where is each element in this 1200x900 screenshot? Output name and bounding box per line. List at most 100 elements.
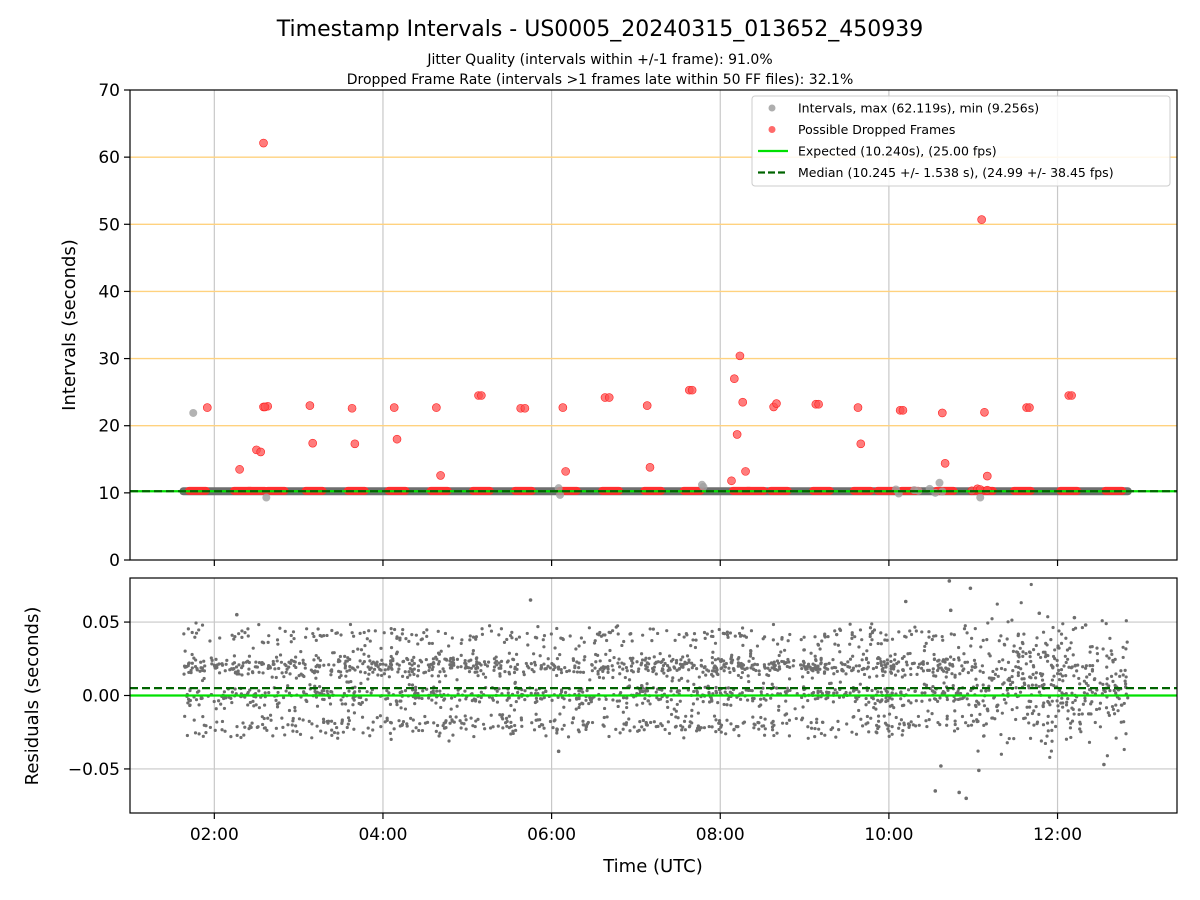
- residual-point: [1001, 658, 1005, 662]
- residual-point: [1051, 625, 1055, 630]
- residual-point: [326, 719, 331, 723]
- residual-point: [424, 657, 428, 662]
- residual-point: [624, 665, 629, 670]
- residual-point: [737, 631, 742, 636]
- residual-point: [210, 662, 214, 666]
- residual-point: [637, 667, 641, 671]
- residual-point: [1114, 736, 1118, 740]
- residual-point: [511, 731, 515, 736]
- residual-point: [652, 655, 656, 659]
- residual-point: [752, 726, 756, 730]
- dropped-frame-point-3: [235, 465, 244, 474]
- residual-point: [479, 669, 483, 673]
- residual-point: [438, 689, 442, 693]
- residual-point: [1060, 691, 1064, 695]
- residual-point: [1059, 667, 1064, 672]
- residual-point: [553, 646, 557, 650]
- residual-outlier-2: [556, 749, 561, 754]
- residual-point: [533, 691, 538, 696]
- residual-point: [312, 658, 316, 662]
- residual-point: [367, 672, 371, 676]
- residual-point: [1038, 672, 1043, 676]
- residual-point: [810, 691, 814, 696]
- residual-point: [262, 641, 266, 645]
- residual-point: [714, 685, 718, 690]
- residual-point: [315, 704, 320, 708]
- residual-point: [836, 643, 840, 647]
- residual-point: [1029, 659, 1033, 664]
- residual-point: [726, 697, 730, 701]
- residual-point: [1106, 711, 1110, 715]
- residual-point: [814, 658, 818, 662]
- residual-point: [1093, 677, 1097, 681]
- residual-point: [883, 670, 887, 674]
- residual-point: [414, 633, 418, 637]
- residual-point: [247, 667, 251, 671]
- residual-point: [1116, 709, 1120, 713]
- residual-point: [512, 708, 517, 712]
- residual-point: [365, 637, 369, 641]
- residual-point: [640, 661, 644, 665]
- residual-point: [1088, 664, 1092, 668]
- residual-point: [867, 675, 872, 679]
- residual-point: [850, 631, 854, 635]
- residual-point: [1114, 703, 1118, 707]
- residual-point: [1040, 678, 1045, 682]
- residual-point: [560, 727, 564, 731]
- residual-point: [1077, 708, 1081, 712]
- residual-point: [378, 714, 383, 718]
- residual-point: [620, 661, 624, 665]
- residual-point: [711, 634, 715, 639]
- residual-point: [304, 698, 308, 702]
- residual-point: [668, 668, 672, 672]
- residual-point: [631, 661, 635, 665]
- residual-point: [416, 664, 421, 668]
- residual-point: [340, 702, 344, 706]
- residual-point: [202, 669, 207, 673]
- residual-point: [916, 714, 921, 719]
- residual-point: [896, 660, 901, 664]
- residual-point: [495, 689, 499, 693]
- residual-point: [978, 712, 982, 716]
- residual-point: [890, 637, 895, 641]
- residual-point: [887, 734, 891, 738]
- residual-point: [432, 721, 436, 725]
- residual-point: [407, 670, 411, 674]
- dropped-frame-point-21: [561, 467, 570, 476]
- residual-point: [611, 668, 615, 672]
- residual-point: [676, 716, 680, 720]
- residual-point: [358, 659, 362, 663]
- residual-outlier-4: [933, 789, 938, 793]
- residual-point: [681, 655, 685, 659]
- residual-point: [1101, 647, 1105, 651]
- residual-point: [562, 697, 566, 701]
- residual-point: [542, 634, 547, 638]
- residual-point: [892, 705, 896, 710]
- residual-point: [740, 626, 745, 630]
- residual-point: [468, 638, 472, 642]
- residual-point: [614, 727, 618, 732]
- residual-point: [785, 689, 790, 693]
- residual-point: [353, 668, 357, 672]
- dropped-frame-point-53: [977, 215, 986, 224]
- residual-point: [889, 664, 893, 668]
- residual-point: [864, 657, 869, 661]
- residual-point: [864, 696, 868, 701]
- residual-point: [605, 715, 609, 719]
- residual-point: [404, 637, 408, 641]
- residuals-reference-lines: [130, 687, 1177, 697]
- residual-point: [1089, 712, 1093, 716]
- residual-point: [997, 639, 1001, 643]
- residual-point: [1004, 701, 1008, 705]
- residual-point: [341, 730, 345, 734]
- residual-point: [432, 661, 436, 666]
- residual-point: [635, 660, 639, 664]
- residual-point: [197, 628, 201, 632]
- residual-point: [931, 684, 935, 689]
- residual-point: [575, 670, 580, 674]
- residual-point: [447, 739, 451, 743]
- residual-point: [587, 701, 591, 706]
- residual-point: [813, 735, 817, 739]
- residual-point: [257, 660, 262, 665]
- residual-point: [832, 691, 836, 695]
